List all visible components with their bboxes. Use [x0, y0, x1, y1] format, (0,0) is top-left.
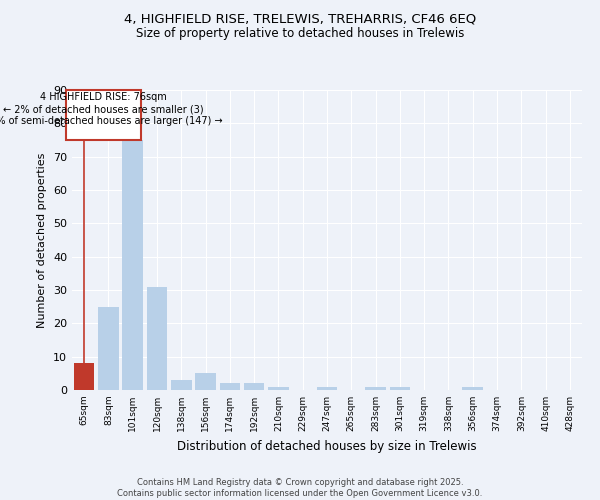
Bar [74, 364, 94, 390]
X-axis label: Distribution of detached houses by size in Trelewis: Distribution of detached houses by size … [177, 440, 477, 452]
Bar [268, 386, 289, 390]
Bar [365, 386, 386, 390]
Bar [389, 386, 410, 390]
Bar [317, 386, 337, 390]
Bar [195, 374, 216, 390]
Bar [244, 384, 265, 390]
Text: Size of property relative to detached houses in Trelewis: Size of property relative to detached ho… [136, 28, 464, 40]
Y-axis label: Number of detached properties: Number of detached properties [37, 152, 47, 328]
Bar [122, 140, 143, 390]
Text: 4 HIGHFIELD RISE: 76sqm
← 2% of detached houses are smaller (3)
97% of semi-deta: 4 HIGHFIELD RISE: 76sqm ← 2% of detached… [0, 92, 223, 126]
Bar [146, 286, 167, 390]
Text: 4, HIGHFIELD RISE, TRELEWIS, TREHARRIS, CF46 6EQ: 4, HIGHFIELD RISE, TRELEWIS, TREHARRIS, … [124, 12, 476, 26]
Bar [171, 380, 191, 390]
Bar [463, 386, 483, 390]
Text: Contains HM Land Registry data © Crown copyright and database right 2025.
Contai: Contains HM Land Registry data © Crown c… [118, 478, 482, 498]
Bar [98, 306, 119, 390]
Bar [220, 384, 240, 390]
